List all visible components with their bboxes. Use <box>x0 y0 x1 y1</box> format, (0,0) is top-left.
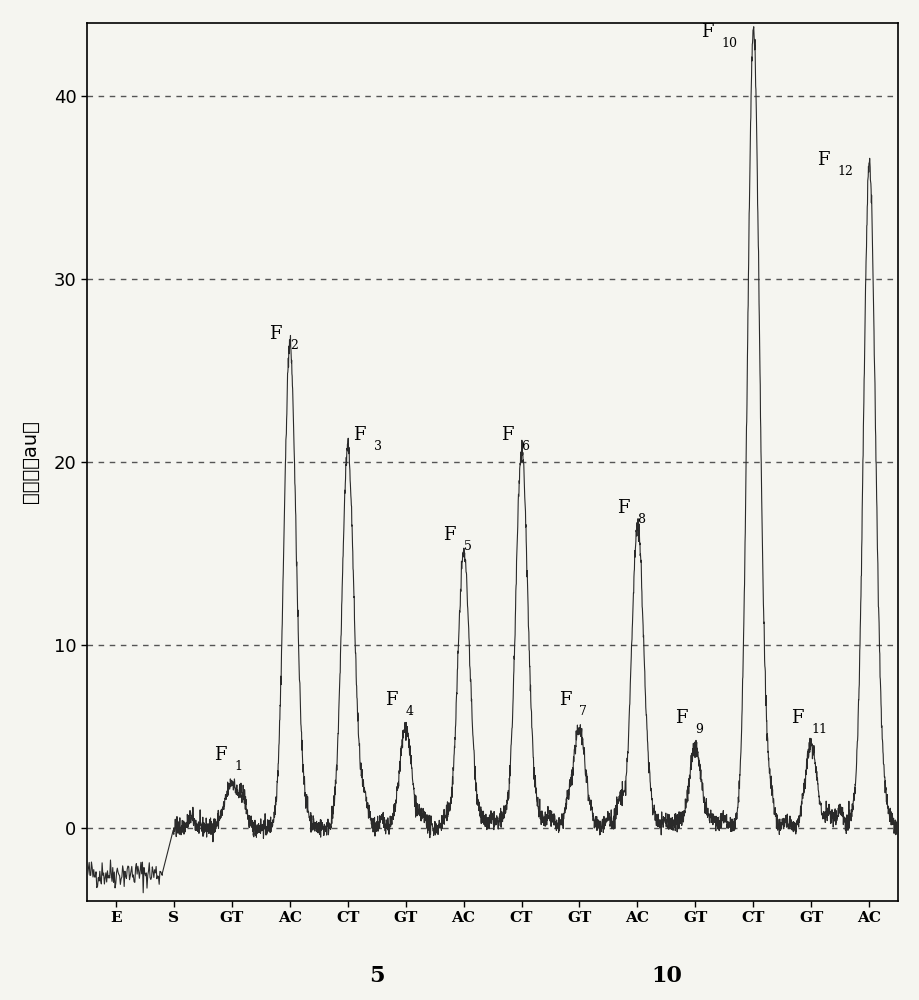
Text: 8: 8 <box>638 513 645 526</box>
Text: F: F <box>701 23 714 41</box>
Text: 9: 9 <box>696 723 703 736</box>
Text: F: F <box>675 709 687 727</box>
Text: 11: 11 <box>811 723 827 736</box>
Text: F: F <box>618 499 630 517</box>
Text: F: F <box>559 691 572 709</box>
Text: 10: 10 <box>721 37 737 50</box>
Text: F: F <box>443 526 456 544</box>
Text: F: F <box>269 325 282 343</box>
Text: F: F <box>385 691 398 709</box>
Text: 12: 12 <box>837 165 853 178</box>
Text: 7: 7 <box>580 705 587 718</box>
Y-axis label: 光强度（au）: 光强度（au） <box>21 420 40 503</box>
Text: F: F <box>791 709 803 727</box>
Text: F: F <box>501 426 514 444</box>
Text: 3: 3 <box>374 440 381 453</box>
Text: F: F <box>354 426 366 444</box>
Text: 5: 5 <box>463 540 471 553</box>
Text: 4: 4 <box>405 705 414 718</box>
Text: F: F <box>214 746 227 764</box>
Text: 5: 5 <box>369 965 384 987</box>
Text: F: F <box>817 151 830 169</box>
Text: 1: 1 <box>234 760 243 773</box>
Text: 2: 2 <box>289 339 298 352</box>
Text: 10: 10 <box>651 965 682 987</box>
Text: 6: 6 <box>521 440 529 453</box>
